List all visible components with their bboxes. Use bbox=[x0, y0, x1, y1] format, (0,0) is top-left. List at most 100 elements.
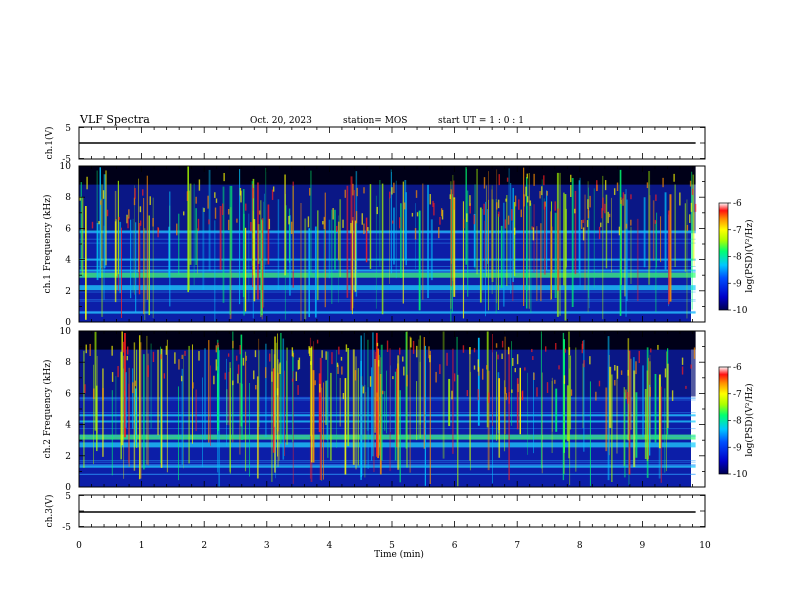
spectrogram-hotspot bbox=[671, 390, 674, 401]
ch2-colorbar: -6 -7 -8 -9 -10 log(PSD)(V²/Hz) bbox=[718, 363, 755, 480]
spectrogram-band bbox=[79, 428, 696, 430]
spectrogram-hotspot bbox=[134, 188, 136, 199]
spectrogram-hotspot bbox=[618, 226, 621, 236]
spectrogram-hotspot bbox=[483, 177, 486, 189]
spectrogram-band bbox=[79, 271, 696, 273]
spectrogram-hotspot bbox=[649, 387, 651, 397]
ch1-colorbar-ticks: -6 -7 -8 -9 -10 bbox=[728, 199, 748, 316]
spectrogram-band bbox=[79, 412, 696, 414]
spectrogram-hotspot bbox=[462, 345, 465, 353]
spectrogram-hotspot bbox=[529, 200, 532, 206]
frequency-tick-label: 8 bbox=[65, 193, 71, 203]
spectrogram-hotspot bbox=[600, 222, 602, 228]
spectrogram-hotspot bbox=[482, 368, 484, 380]
spectrogram-hotspot bbox=[526, 196, 529, 203]
spectrogram-hotspot bbox=[654, 219, 657, 224]
spectrogram-hotspot bbox=[473, 214, 475, 225]
frequency-tick-label: 2 bbox=[65, 287, 71, 297]
spectrogram-hotspot bbox=[613, 188, 616, 195]
ch1-ytick-bottom: -5 bbox=[62, 155, 71, 165]
time-tick-label: 6 bbox=[452, 541, 458, 551]
spectrogram-band bbox=[79, 420, 696, 423]
spectrogram-hotspot bbox=[630, 194, 632, 200]
spectrogram-hotspot bbox=[543, 175, 545, 186]
spectrogram-band bbox=[79, 442, 696, 448]
spectrogram-hotspot bbox=[89, 343, 91, 356]
spectrogram-hotspot bbox=[336, 225, 338, 232]
spectrogram-hotspot bbox=[501, 340, 504, 348]
spectrogram-band bbox=[79, 465, 696, 467]
spectrogram-hotspot bbox=[441, 209, 444, 220]
spectrogram-hotspot bbox=[391, 187, 393, 195]
spectrogram-hotspot bbox=[574, 208, 576, 214]
time-tick-label: 4 bbox=[327, 541, 333, 551]
spectrogram-hotspot bbox=[512, 357, 514, 366]
spectrogram-hotspot bbox=[469, 195, 471, 206]
spectrogram-hotspot bbox=[411, 212, 414, 217]
frequency-tick-label: 0 bbox=[65, 318, 71, 328]
ch1-voltage-ticks bbox=[78, 127, 706, 159]
spectrogram-band bbox=[79, 474, 696, 475]
spectrogram-hotspot bbox=[118, 216, 120, 221]
spectrogram-hotspot bbox=[369, 376, 372, 387]
spectrogram-hotspot bbox=[279, 362, 281, 375]
spectrogram-hotspot bbox=[86, 176, 88, 190]
ch1-spectrogram-panel: 0 2 4 6 8 10 ch.1 Frequency (kHz) bbox=[42, 162, 706, 328]
spectrogram-hotspot bbox=[497, 354, 499, 360]
spectrogram-hotspot bbox=[583, 360, 585, 368]
spectrogram-hotspot bbox=[254, 350, 257, 358]
spectrogram-hotspot bbox=[203, 208, 205, 212]
spectrogram-band bbox=[79, 258, 696, 261]
spectrogram-hotspot bbox=[253, 370, 255, 380]
spectrogram-hotspot bbox=[242, 357, 245, 366]
spectrogram-hotspot bbox=[662, 177, 664, 188]
spectrogram-hotspot bbox=[440, 208, 443, 217]
spectrogram-hotspot bbox=[295, 371, 298, 381]
spectrogram-hotspot bbox=[511, 389, 513, 393]
spectrogram-hotspot bbox=[681, 357, 684, 365]
start-time-label: start UT = 1 : 0 : 1 bbox=[438, 116, 524, 126]
spectrogram-band bbox=[79, 312, 696, 314]
spectrogram-hotspot bbox=[342, 219, 344, 228]
spectrogram-hotspot bbox=[356, 187, 358, 197]
spectrogram-hotspot bbox=[507, 346, 510, 355]
spectrogram-hotspot bbox=[342, 392, 345, 400]
spectrogram-hotspot bbox=[589, 356, 591, 365]
spectrogram-hotspot bbox=[477, 389, 479, 401]
spectrogram-hotspot bbox=[363, 223, 365, 235]
spectrogram-hotspot bbox=[586, 220, 589, 228]
spectrogram-hotspot bbox=[91, 221, 94, 229]
spectrogram-hotspot bbox=[126, 346, 129, 355]
spectrogram-hotspot bbox=[416, 212, 419, 217]
spectrogram-hotspot bbox=[439, 217, 441, 225]
spectrogram-hotspot bbox=[433, 202, 435, 216]
spectrogram-hotspot bbox=[165, 345, 168, 355]
ch1-ylabel: ch.1 Frequency (kHz) bbox=[42, 195, 53, 294]
spectrogram-hotspot bbox=[240, 190, 242, 203]
spectrogram-hotspot bbox=[462, 219, 465, 229]
spectrogram-hotspot bbox=[134, 380, 137, 387]
spectrogram-hotspot bbox=[376, 342, 379, 347]
station-label: station= MOS bbox=[343, 116, 407, 126]
ch2-spectrogram-ticks bbox=[78, 330, 706, 488]
spectrogram-hotspot bbox=[507, 215, 510, 225]
spectrogram-band bbox=[79, 285, 696, 291]
spectrogram-band bbox=[79, 398, 696, 400]
spectrogram-hotspot bbox=[245, 355, 247, 361]
spectrogram-hotspot bbox=[309, 187, 311, 196]
spectrogram-hotspot bbox=[227, 209, 230, 215]
spectrogram-hotspot bbox=[133, 197, 136, 206]
spectrogram-hotspot bbox=[255, 384, 257, 390]
spectrogram-hotspot bbox=[163, 373, 166, 379]
spectrogram-hotspot bbox=[543, 201, 546, 210]
time-tick-label: 0 bbox=[76, 541, 82, 551]
spectrogram-hotspot bbox=[126, 214, 128, 224]
spectrogram-band bbox=[79, 232, 696, 234]
spectrogram-hotspot bbox=[690, 364, 692, 369]
spectrogram-band bbox=[79, 272, 696, 278]
frequency-tick-label: 6 bbox=[65, 389, 71, 399]
spectrogram-hotspot bbox=[438, 226, 440, 239]
spectrogram-hotspot bbox=[184, 350, 186, 356]
spectrogram-hotspot bbox=[149, 196, 151, 205]
spectrogram-hotspot bbox=[128, 209, 130, 219]
